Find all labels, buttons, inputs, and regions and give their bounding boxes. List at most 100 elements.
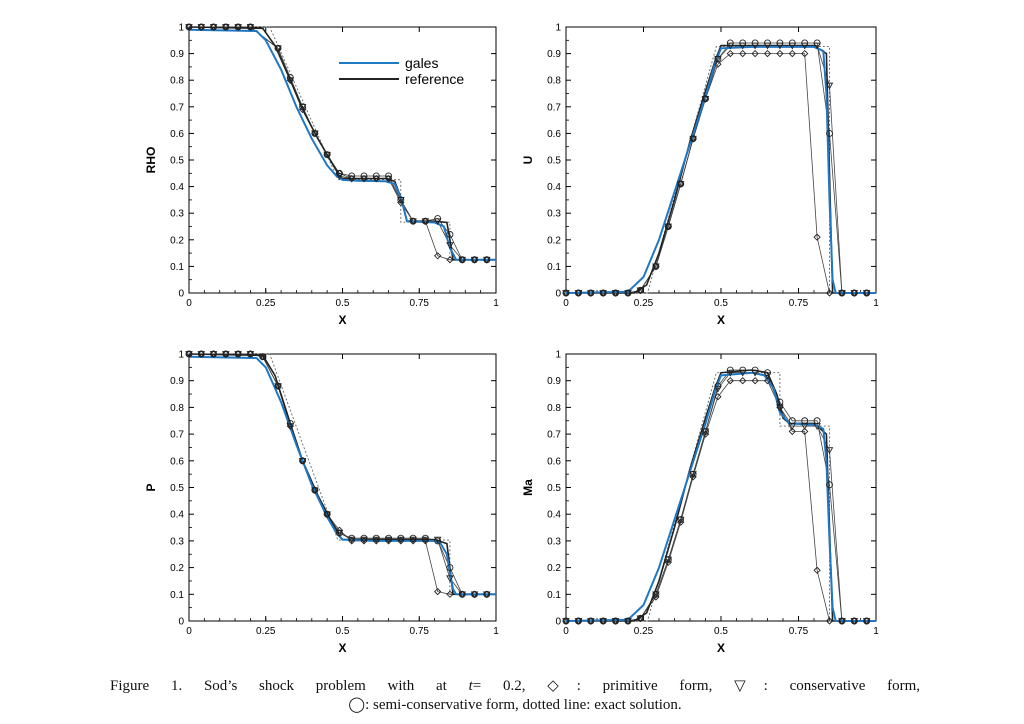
marker-circle	[587, 617, 595, 625]
marker-triangle	[222, 24, 230, 31]
marker-triangle	[446, 242, 454, 250]
marker-circle	[636, 286, 644, 294]
marker-circle	[299, 457, 307, 465]
marker-circle	[813, 39, 821, 47]
marker-diamond	[801, 427, 809, 436]
marker-triangle	[470, 256, 479, 264]
x-axis-label: X	[717, 313, 725, 327]
marker-triangle	[587, 290, 595, 297]
marker-circle	[677, 516, 685, 523]
marker-circle	[323, 510, 331, 518]
marker-circle	[764, 369, 771, 377]
marker-triangle	[483, 591, 491, 599]
series-semi-conservative-line	[566, 369, 867, 622]
x-tick-label: 0.5	[336, 298, 350, 309]
x-tick-label: 0.25	[256, 298, 276, 309]
marker-diamond	[446, 590, 454, 598]
y-tick-label: 0.5	[547, 156, 561, 167]
x-tick-label: 1	[873, 626, 879, 637]
marker-diamond	[739, 49, 747, 58]
marker-triangle	[409, 536, 417, 544]
legend-reference-label: reference	[405, 71, 464, 87]
x-tick-label: 0.75	[410, 298, 430, 309]
marker-circle	[397, 534, 405, 542]
marker-circle	[751, 39, 759, 47]
marker-triangle	[862, 290, 871, 297]
marker-circle	[624, 617, 632, 625]
legend-gales-label: gales	[405, 55, 438, 71]
y-tick-label: 0.3	[547, 536, 561, 547]
y-tick-label: 0.2	[170, 235, 184, 246]
y-tick-label: 1	[178, 350, 184, 361]
marker-triangle	[850, 618, 859, 625]
series-gales-line	[565, 371, 876, 622]
marker-triangle	[862, 618, 871, 625]
marker-circle	[850, 617, 858, 625]
marker-triangle	[636, 615, 645, 623]
marker-circle	[714, 382, 722, 390]
marker-circle	[776, 39, 784, 47]
marker-diamond	[813, 233, 821, 241]
marker-triangle	[234, 351, 242, 358]
y-tick-label: 0.5	[170, 156, 184, 167]
x-tick-label: 1	[873, 298, 879, 309]
marker-triangle	[421, 218, 430, 226]
y-tick-label: 0.8	[170, 403, 184, 414]
marker-diamond	[372, 537, 380, 545]
marker-circle	[185, 23, 193, 31]
chart-p: 0 0.1 0.2 0.3 0.4 0.5 0.6 0.7 0.8 0.9 1 0 0.25 0.5 0.7…	[144, 350, 499, 656]
marker-circle	[286, 419, 294, 427]
caption-figure-number: 1.	[170, 678, 183, 694]
x-tick-label: 0.75	[789, 626, 809, 637]
marker-diamond	[664, 558, 672, 566]
marker-circle	[726, 39, 734, 47]
caption-diamond-marker: ◇	[547, 678, 577, 694]
series-exact-line	[189, 353, 496, 595]
marker-triangle	[689, 471, 697, 479]
y-tick-label: 0.7	[170, 102, 184, 113]
marker-triangle	[397, 536, 405, 544]
marker-triangle	[197, 24, 206, 31]
marker-triangle	[825, 447, 834, 455]
marker-circle	[863, 617, 871, 625]
marker-triangle	[689, 135, 697, 143]
y-tick-label: 0.3	[547, 209, 561, 220]
marker-triangle	[652, 263, 660, 271]
marker-circle	[652, 262, 660, 270]
marker-diamond	[434, 587, 442, 596]
marker-circle	[286, 74, 294, 81]
series-exact-line	[189, 26, 496, 261]
marker-circle	[446, 564, 454, 572]
marker-triangle	[676, 181, 685, 188]
marker-circle	[274, 382, 282, 390]
marker-circle	[397, 196, 405, 204]
marker-diamond	[714, 60, 722, 68]
x-tick-label: 0.75	[789, 298, 809, 309]
marker-diamond	[751, 49, 759, 58]
marker-circle	[801, 39, 809, 47]
series-semi-conservative-line	[566, 42, 867, 294]
marker-circle	[335, 169, 343, 177]
marker-circle	[788, 39, 796, 47]
x-tick-label: 0	[186, 298, 192, 309]
chart-rho: 0 0.1 0.2 0.3 0.4 0.5 0.6 0.7 0.8 0.9 1 0 0.25 0.5 0.7…	[144, 23, 499, 328]
marker-circle	[664, 556, 672, 564]
marker-triangle	[664, 223, 673, 231]
series-conservative-line	[189, 353, 487, 595]
y-tick-label: 0.6	[547, 456, 561, 467]
marker-triangle	[209, 24, 218, 31]
marker-circle	[677, 180, 685, 188]
marker-triangle	[274, 45, 282, 53]
x-tick-label: 0.25	[256, 626, 276, 637]
marker-triangle	[483, 256, 491, 264]
y-tick-label: 0.1	[547, 590, 561, 601]
y-tick-label: 0.8	[547, 403, 561, 414]
marker-circle	[574, 289, 582, 297]
y-tick-label: 1	[178, 23, 184, 34]
x-tick-label: 0.5	[714, 298, 728, 309]
marker-triangle	[446, 575, 454, 583]
marker-diamond	[360, 537, 368, 545]
marker-diamond	[776, 49, 784, 58]
marker-circle	[599, 617, 607, 625]
x-axis-label: X	[717, 641, 725, 655]
